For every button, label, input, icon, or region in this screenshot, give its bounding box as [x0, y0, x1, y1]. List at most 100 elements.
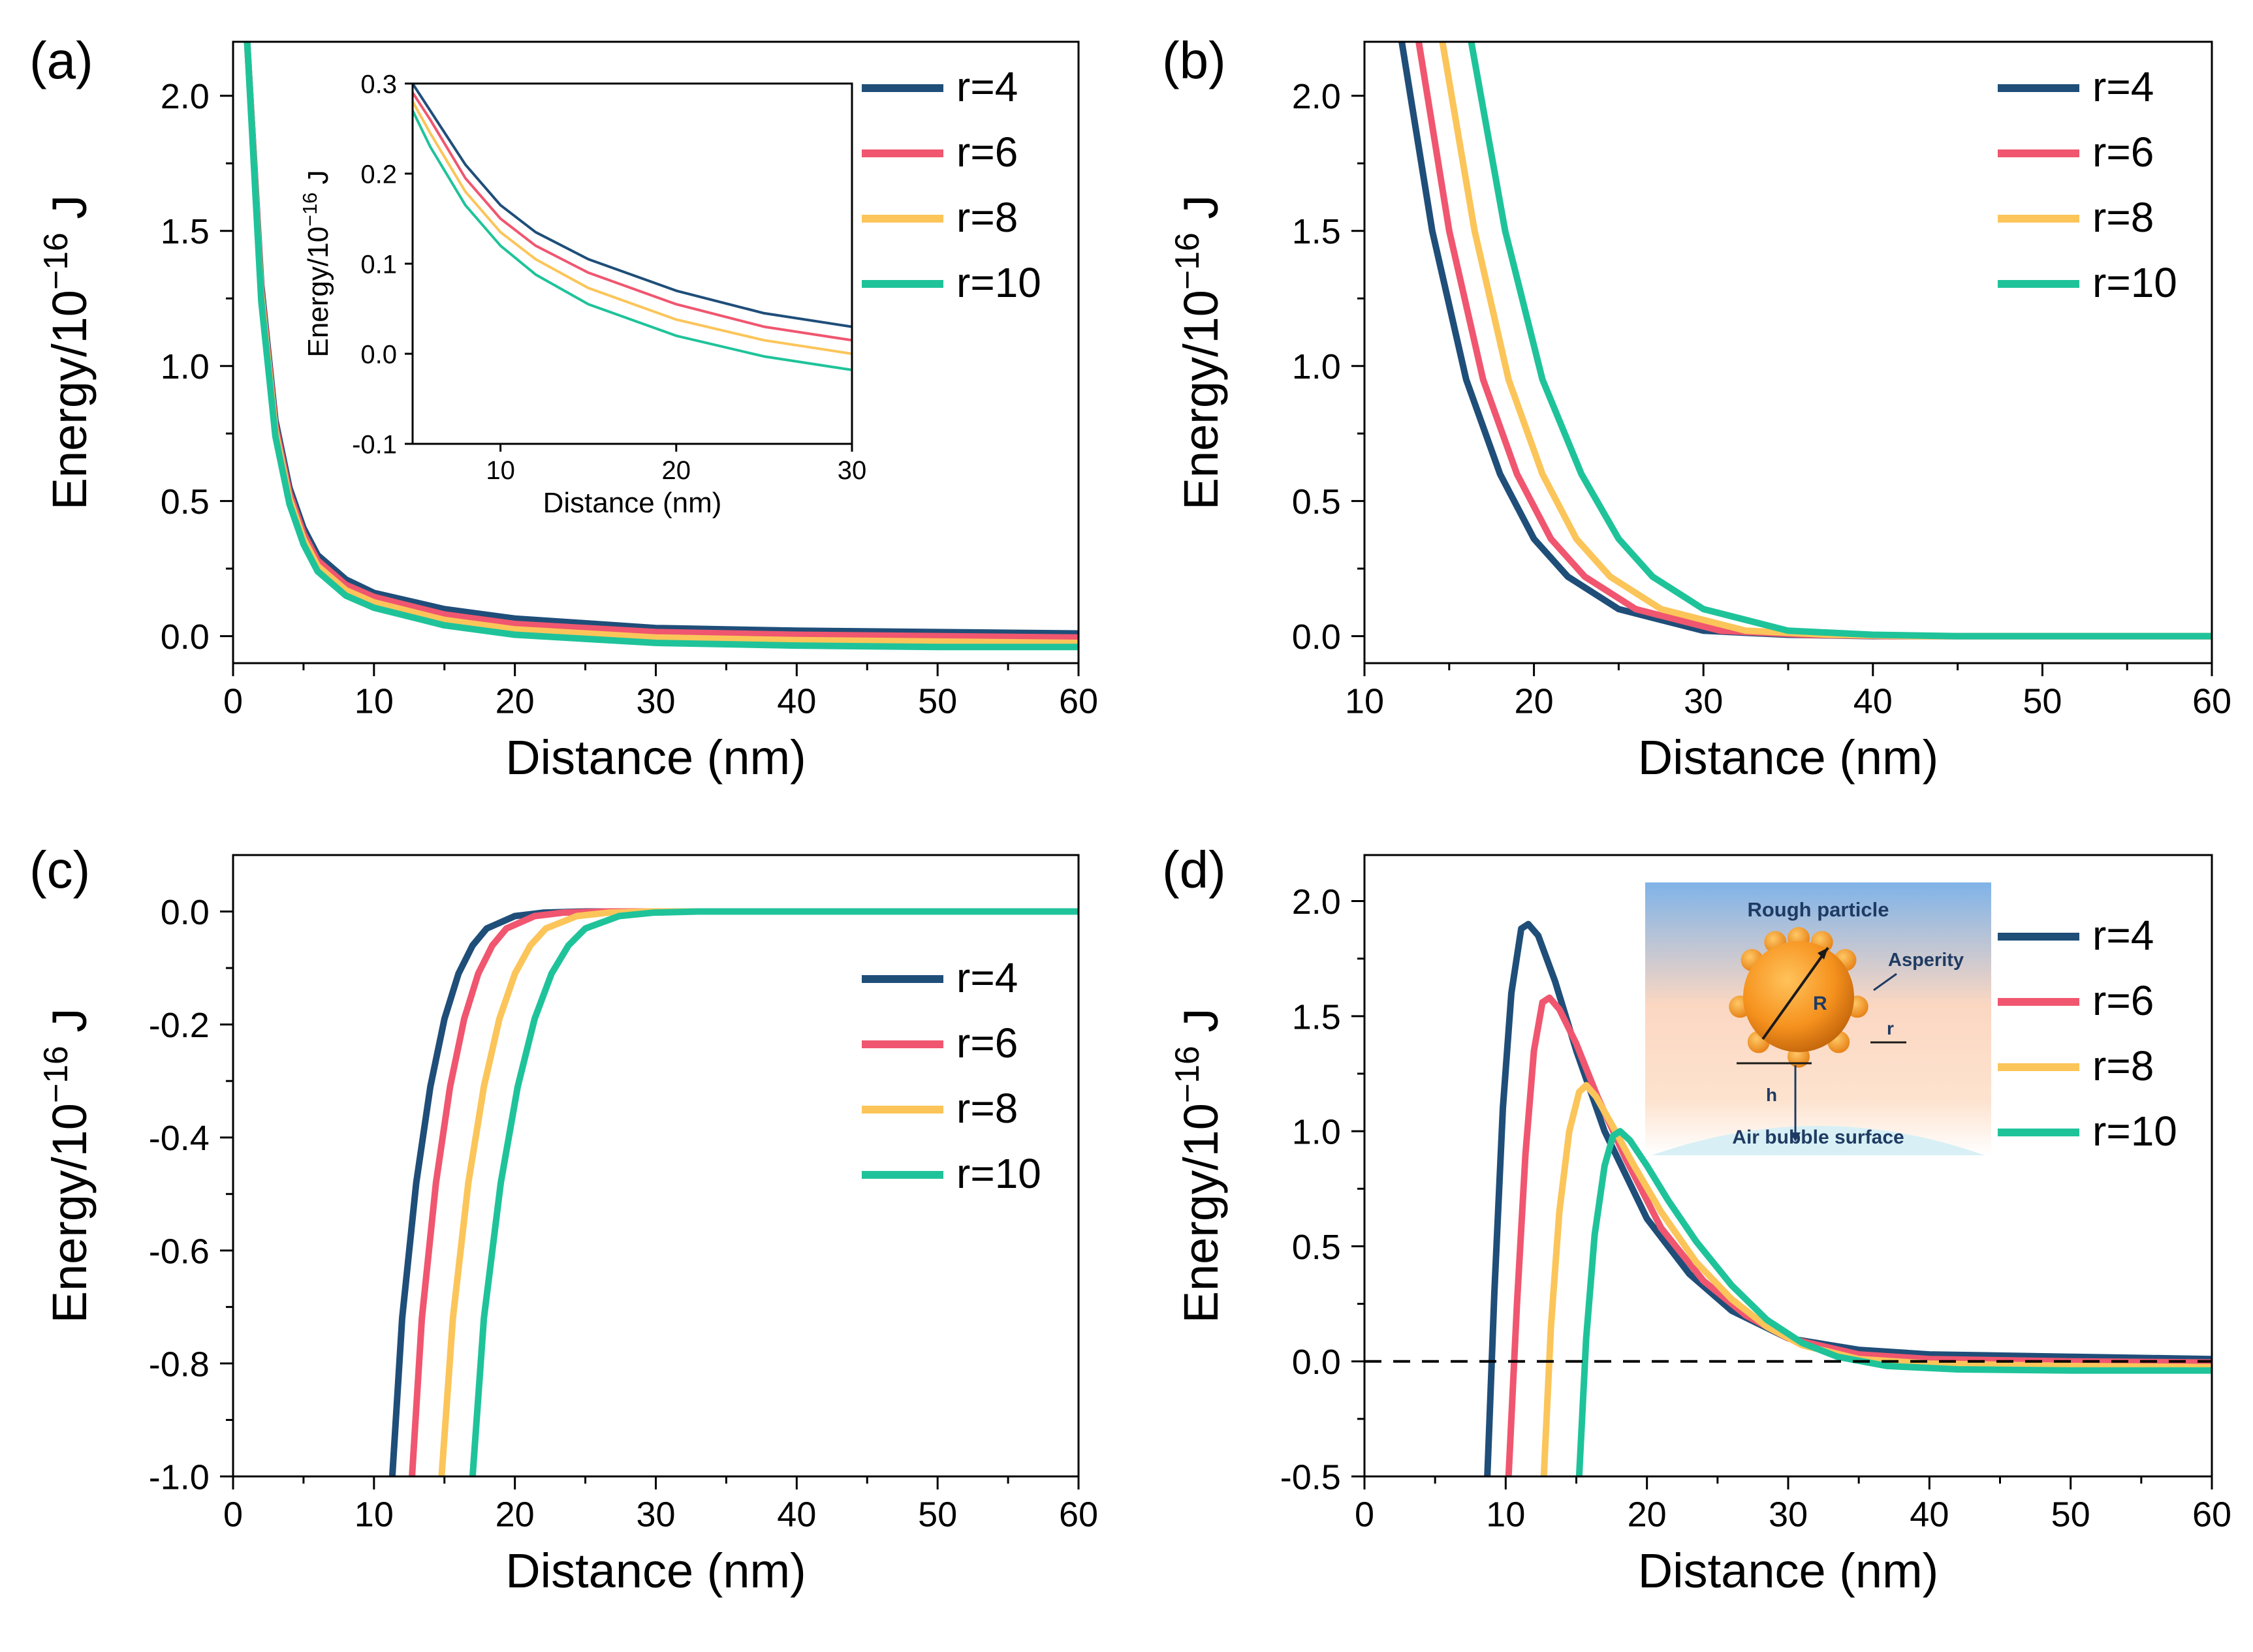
- x-tick-label: 10: [1345, 682, 1384, 721]
- small-radius-label: r: [1887, 1018, 1894, 1038]
- x-tick-label: 60: [2192, 1495, 2231, 1535]
- legend-label: r=6: [956, 129, 1018, 176]
- air-bubble-surface-shape: [1652, 1126, 1985, 1155]
- inset-y-axis-title: Energy/10−16 J: [298, 170, 335, 357]
- y-tick-label: 2.0: [161, 77, 210, 116]
- legend-label: r=4: [2092, 63, 2154, 110]
- y-tick-label: 0.0: [161, 617, 210, 657]
- y-axis-title: Energy/10−16 J: [1168, 1008, 1228, 1324]
- y-tick-label: 0.3: [360, 70, 397, 99]
- series-line-r10: [1468, 42, 2212, 640]
- big-radius-label: R: [1813, 993, 1827, 1014]
- panel-label: (c): [29, 841, 90, 899]
- x-tick-label: 10: [354, 1495, 394, 1535]
- y-tick-label: 1.0: [161, 347, 210, 386]
- x-tick-label: 30: [1769, 1495, 1808, 1535]
- x-tick-label: 60: [2192, 682, 2231, 721]
- legend-label: r=6: [2092, 129, 2154, 176]
- x-tick-label: 10: [486, 456, 515, 485]
- y-tick-label: -0.6: [149, 1232, 210, 1271]
- y-tick-label: -0.2: [149, 1006, 210, 1045]
- y-tick-label: 0.2: [360, 160, 397, 189]
- radius-arrow: [1761, 946, 1829, 1040]
- y-tick-label: -0.4: [149, 1119, 210, 1158]
- x-tick-label: 40: [1853, 682, 1893, 721]
- x-axis-title: Distance (nm): [1638, 730, 1939, 785]
- x-tick-label: 30: [636, 1495, 675, 1535]
- y-axis-title: Energy/10−16 J: [37, 1008, 97, 1324]
- plot-frame: [1363, 40, 2213, 664]
- radius-arrow-head: [1818, 948, 1828, 959]
- x-tick-label: 20: [1628, 1495, 1667, 1535]
- asperity-pointer: [1873, 973, 1897, 991]
- legend-label: r=6: [956, 1020, 1018, 1067]
- x-tick-label: 50: [918, 1495, 957, 1535]
- plot-frame: [232, 854, 1080, 1478]
- x-tick-label: 10: [1486, 1495, 1525, 1535]
- y-tick-label: -1.0: [149, 1457, 210, 1497]
- x-tick-label: 30: [1684, 682, 1723, 721]
- series-line-r6: [409, 908, 1079, 1476]
- particle-sphere: [1743, 941, 1854, 1052]
- legend-label: r=4: [956, 63, 1018, 110]
- inset-chart: 10 20 30 -0.1 0.0 0.1 0.2 0.3 Distance (nm) Energ…: [298, 70, 867, 519]
- asperity-label: Asperity: [1888, 950, 1964, 971]
- panel-label: (a): [29, 31, 93, 89]
- y-tick-label: 1.0: [1292, 347, 1341, 386]
- series-line-r10-inset: [413, 109, 852, 371]
- y-tick-label: 2.0: [1292, 882, 1341, 922]
- series-line-r6-inset: [413, 91, 852, 342]
- y-tick-label: 0.0: [360, 340, 397, 369]
- x-tick-label: 50: [2023, 682, 2062, 721]
- y-tick-label: 1.5: [1292, 997, 1341, 1036]
- legend-label: r=8: [2092, 194, 2154, 241]
- y-axis-title: Energy/10−16 J: [1168, 195, 1228, 510]
- y-tick-label: 1.5: [1292, 212, 1341, 251]
- series-line-r10: [244, 42, 1079, 651]
- series-line-r8-inset: [413, 100, 852, 355]
- y-tick-label: -0.5: [1280, 1457, 1341, 1497]
- legend-label: r=10: [956, 1150, 1041, 1197]
- inset-x-axis-title: Distance (nm): [543, 487, 722, 519]
- x-tick-label: 20: [1515, 682, 1554, 721]
- inset-background: [413, 84, 852, 444]
- x-tick-label: 40: [1910, 1495, 1949, 1535]
- panel-c: 0 10 20 30 40 50 60 0.0 -0.2 -0.4 -0.6 -0.8 -1.0 (c) D…: [29, 841, 1098, 1598]
- x-tick-label: 10: [354, 682, 394, 721]
- series-line-r10: [469, 908, 1079, 1476]
- panel-label: (b): [1162, 31, 1226, 89]
- x-tick-label: 0: [1355, 1495, 1374, 1535]
- y-tick-label: 1.5: [161, 212, 210, 251]
- gap-label: h: [1766, 1085, 1777, 1105]
- x-tick-label: 40: [777, 682, 816, 721]
- legend-label: r=10: [956, 259, 1041, 306]
- x-tick-label: 60: [1059, 1495, 1098, 1535]
- legend-label: r=4: [956, 954, 1018, 1001]
- x-tick-label: 60: [1059, 682, 1098, 721]
- legend-label: r=6: [2092, 977, 2154, 1024]
- legend-label: r=4: [2092, 912, 2154, 959]
- panel-label: (d): [1162, 841, 1226, 899]
- gap-arrow-head: [1790, 1132, 1801, 1142]
- y-axis-title: Energy/10−16 J: [37, 195, 97, 510]
- series-line-r8: [438, 908, 1079, 1476]
- series-line-r4-inset: [413, 84, 852, 328]
- rough-particle-diagram: Rough particle R Asperity r h Air bubble surf…: [1645, 882, 1991, 1155]
- x-axis-title: Distance (nm): [505, 730, 806, 785]
- y-tick-label: 1.0: [1292, 1113, 1341, 1152]
- y-tick-label: 0.5: [161, 482, 210, 522]
- y-tick-label: 0.5: [1292, 482, 1341, 522]
- x-tick-label: 30: [838, 456, 867, 485]
- panel-d: 0 10 20 30 40 50 60 -0.5 0.0 0.5 1.0 1.5 2.0 (d) Dista…: [1162, 841, 2231, 1598]
- y-tick-label: 0.0: [1292, 617, 1341, 657]
- x-tick-label: 30: [636, 682, 675, 721]
- y-tick-label: 0.1: [360, 250, 397, 279]
- x-tick-label: 0: [223, 682, 243, 721]
- x-tick-label: 50: [918, 682, 957, 721]
- legend-label: r=8: [956, 1085, 1018, 1132]
- y-tick-label: 0.5: [1292, 1228, 1341, 1267]
- panel-a: 0 10 20 30 40 50 60 0.0 0.5 1.0 1.5 2.0 (a) Distance …: [29, 31, 1098, 785]
- x-axis-title: Distance (nm): [1638, 1544, 1939, 1598]
- legend-label: r=10: [2092, 259, 2177, 306]
